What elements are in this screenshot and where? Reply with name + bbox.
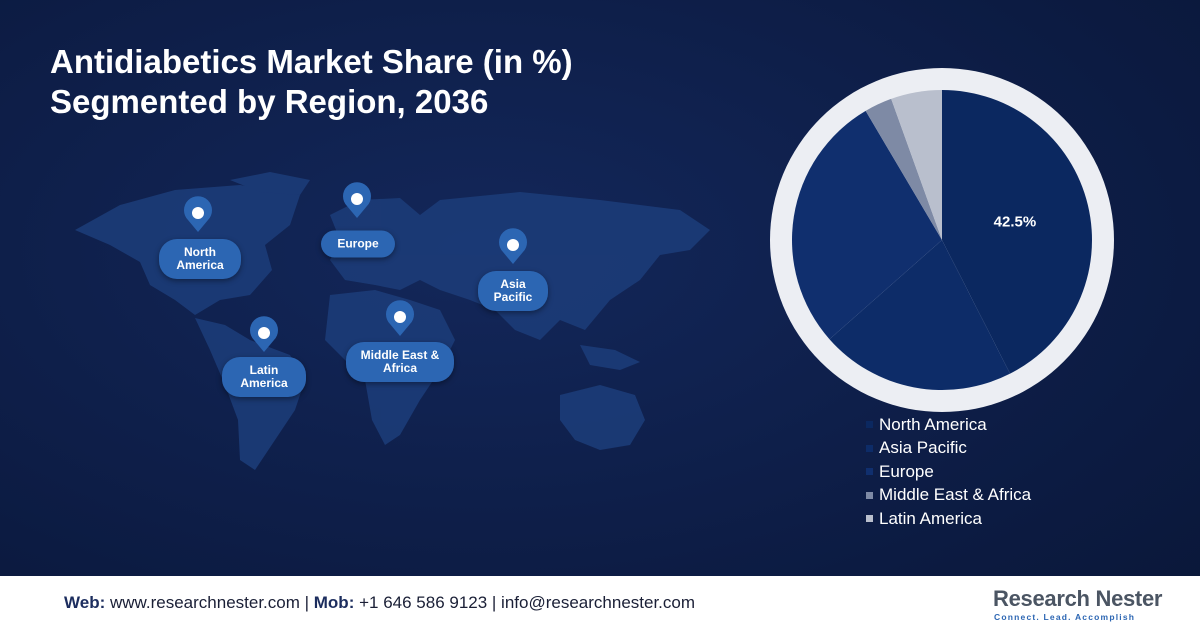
pin	[250, 316, 278, 352]
pie-slice	[792, 110, 942, 340]
legend-item: Asia Pacific	[866, 437, 1031, 461]
pie-slice	[829, 240, 1011, 390]
legend-label: Middle East & Africa	[879, 485, 1032, 505]
legend-item: Latin America	[866, 507, 1031, 531]
contact: +1 646 586 9123 | info@researchnester.co…	[359, 593, 696, 612]
pin	[343, 182, 371, 218]
value-label: 42.5%	[994, 213, 1037, 230]
region-label: North America	[159, 239, 241, 279]
label: Web:	[64, 593, 106, 612]
title-line: Segmented by Region, 2036	[50, 83, 489, 120]
pin	[499, 228, 528, 264]
region-label: Latin America	[222, 357, 306, 397]
logo-tagline: Connect. Lead. Accomplish	[994, 612, 1136, 622]
legend: North America Asia Pacific Europe Middle Ea…	[866, 413, 1031, 531]
footer: Web: www.researchnester.com | Mob: +1 64…	[0, 576, 1200, 628]
legend-item: Europe	[866, 460, 1031, 484]
legend-item: North America	[866, 413, 1031, 437]
contact-info: Web: www.researchnester.com | Mob: +1 64…	[64, 593, 695, 613]
map-pins	[184, 182, 528, 352]
legend-swatch	[866, 444, 873, 452]
legend-swatch	[866, 491, 873, 499]
pin	[386, 300, 415, 336]
region-label: Europe	[321, 230, 395, 258]
pie-slice	[865, 98, 942, 240]
legend-swatch	[866, 515, 873, 523]
legend-item: Middle East & Africa	[866, 484, 1031, 508]
pie-slice	[891, 90, 942, 240]
pie: 42.5%	[792, 90, 1092, 390]
legend-swatch	[866, 421, 873, 429]
region-label: Middle East & Africa	[346, 342, 454, 382]
legend-label: North America	[879, 414, 987, 434]
chart-title: Antidiabetics Market Share (in %) Segmen…	[50, 42, 573, 122]
pie-slice	[942, 90, 1092, 374]
legend-label: Asia Pacific	[879, 438, 967, 458]
pin	[184, 196, 212, 232]
label: Mob:	[313, 593, 355, 612]
legend-label: Europe	[879, 461, 934, 481]
logo-name: Research Nester	[993, 586, 1163, 611]
title-line: Antidiabetics Market Share (in %)	[50, 43, 573, 80]
legend-swatch	[866, 468, 873, 476]
web: www.researchnester.com |	[109, 593, 310, 612]
legend-label: Latin America	[879, 508, 982, 528]
region-label: Asia Pacific	[478, 271, 548, 311]
